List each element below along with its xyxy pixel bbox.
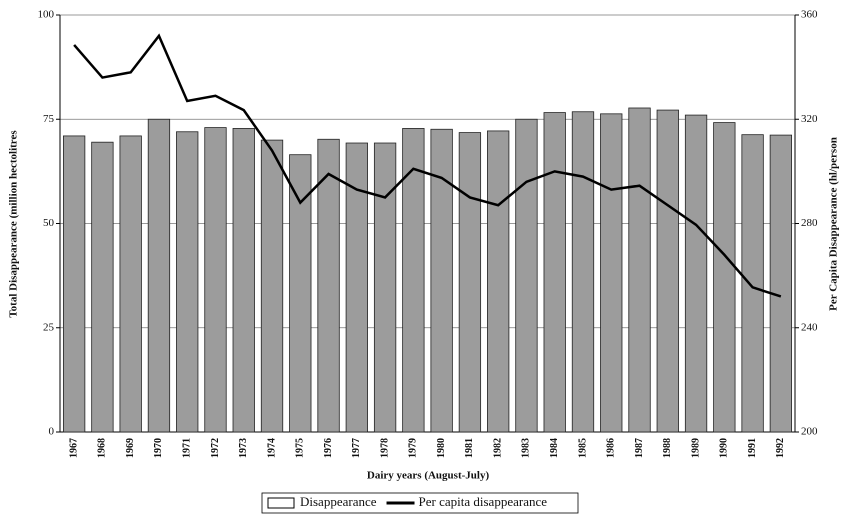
y-axis-title: Total Disappearance (million hectolitres — [8, 130, 20, 318]
y2-tick-label: 320 — [801, 113, 818, 125]
y-tick-label: 100 — [38, 9, 55, 21]
bar — [515, 118, 538, 433]
x-tick-label: 1968 — [97, 438, 108, 458]
bar — [119, 135, 142, 433]
x-tick-label: 1967 — [68, 438, 79, 458]
bar — [91, 141, 114, 433]
bar — [713, 122, 736, 433]
bar — [458, 132, 482, 433]
y2-axis-title: Per Capita Disappearance (hl/person — [828, 137, 840, 311]
x-axis-title: Dairy years (August-July) — [367, 470, 490, 482]
x-tick-label: 1979 — [408, 438, 419, 458]
bar — [147, 118, 171, 433]
x-tick-label: 1990 — [719, 438, 730, 458]
bar — [317, 138, 340, 433]
legend-box — [261, 492, 579, 514]
y-tick-label: 0 — [49, 426, 55, 438]
x-tick-label: 1972 — [210, 438, 221, 458]
y-tick-label: 50 — [43, 217, 55, 229]
x-tick-label: 1978 — [379, 438, 390, 458]
x-tick-label: 1981 — [464, 438, 475, 458]
y-tick-label: 75 — [43, 113, 55, 125]
line — [73, 33, 782, 298]
bar — [232, 128, 255, 433]
x-tick-label: 1974 — [266, 438, 277, 458]
bar — [656, 109, 679, 433]
x-tick-label: 1989 — [690, 438, 701, 458]
x-tick-label: 1985 — [577, 438, 588, 458]
bar — [345, 142, 368, 433]
x-tick-label: 1977 — [351, 438, 362, 458]
legend-label: Disappearance — [300, 494, 377, 509]
bar — [571, 111, 595, 433]
x-tick-label: 1982 — [492, 438, 503, 458]
bar — [402, 128, 425, 433]
x-tick-label: 1973 — [238, 438, 249, 458]
bar — [204, 127, 227, 433]
x-tick-label: 1975 — [295, 438, 306, 458]
y2-tick-label: 280 — [801, 217, 818, 229]
y2-tick-label: 240 — [801, 321, 818, 333]
x-tick-label: 1986 — [606, 438, 617, 458]
bar — [600, 113, 623, 433]
x-tick-label: 1984 — [549, 438, 560, 458]
y2-tick-label: 360 — [801, 9, 818, 21]
x-tick-label: 1983 — [521, 438, 532, 458]
bar — [430, 128, 453, 433]
x-tick-label: 1992 — [775, 438, 786, 458]
bar — [260, 139, 284, 433]
y2-tick-label: 200 — [801, 426, 818, 438]
x-tick-label: 1976 — [323, 438, 334, 458]
x-tick-label: 1969 — [125, 438, 136, 458]
x-tick-label: 1971 — [182, 438, 193, 458]
x-tick-label: 1988 — [662, 438, 673, 458]
bar — [487, 130, 510, 433]
bar — [684, 114, 708, 433]
bar — [62, 135, 86, 433]
bar — [741, 134, 764, 433]
bar — [176, 131, 199, 433]
bar — [373, 142, 397, 433]
bar — [769, 134, 793, 433]
x-tick-label: 1987 — [634, 438, 645, 458]
bar — [628, 107, 651, 433]
y-tick-label: 25 — [43, 321, 55, 333]
bar — [543, 112, 566, 433]
legend-label: Per capita disappearance — [419, 494, 548, 509]
x-tick-label: 1980 — [436, 438, 447, 458]
bar — [289, 154, 312, 433]
legend-swatch — [267, 497, 295, 509]
x-tick-label: 1970 — [153, 438, 164, 458]
x-tick-label: 1991 — [747, 438, 758, 458]
